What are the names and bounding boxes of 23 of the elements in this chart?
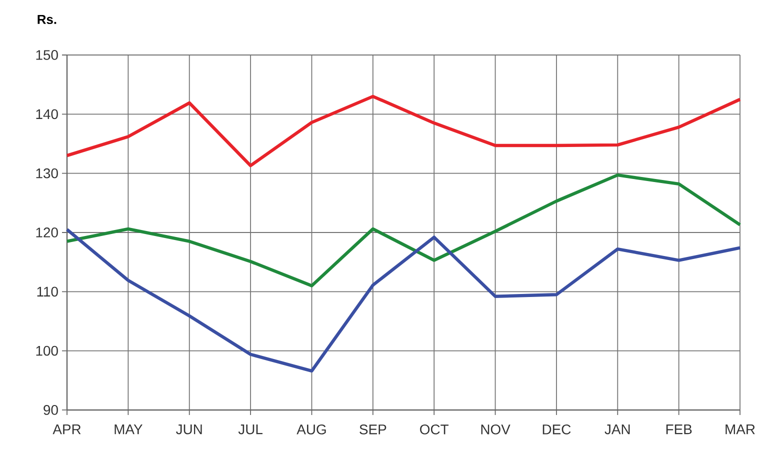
y-tick-label: 100 — [36, 346, 58, 356]
y-tick-label: 110 — [37, 286, 58, 297]
x-tick-label: SEP — [360, 424, 386, 434]
y-tick-label: 150 — [36, 50, 58, 60]
line-series — [65, 94, 742, 168]
y-tick-label: 140 — [36, 109, 58, 120]
line-series — [65, 174, 742, 288]
x-tick-label: FEB — [666, 424, 692, 434]
y-tick-label: 120 — [36, 228, 58, 238]
x-tick-label: DEC — [542, 424, 571, 434]
x-tick-label: MAR — [726, 424, 755, 434]
x-tick-label: JUN — [176, 424, 202, 434]
x-tick-label: JAN — [604, 424, 630, 434]
x-tick-label: APR — [52, 424, 81, 434]
x-tick-label: JUL — [238, 424, 262, 434]
x-tick-label: MAY — [114, 424, 142, 434]
y-axis-title: Rs. — [38, 14, 56, 24]
y-tick-label: 130 — [36, 168, 58, 178]
x-tick-label: OCT — [420, 424, 449, 434]
x-tick-label: NOV — [481, 424, 510, 434]
line-series — [65, 228, 742, 373]
x-tick-label: AUG — [296, 424, 326, 434]
y-tick-label: 90 — [44, 405, 58, 415]
